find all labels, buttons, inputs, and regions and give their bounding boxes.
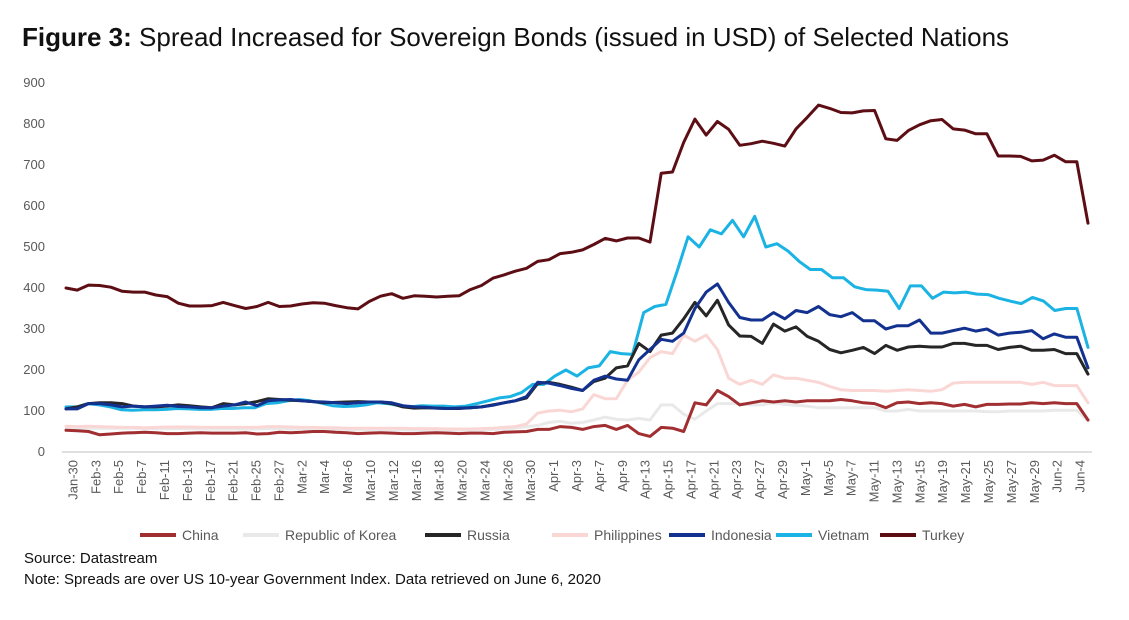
x-tick-label: May-25 <box>981 460 996 503</box>
x-tick-label: Apr-23 <box>729 460 744 499</box>
x-tick-label: Feb-7 <box>134 460 149 494</box>
x-tick-label: Mar-18 <box>432 460 447 501</box>
x-tick-label: May-15 <box>912 460 927 503</box>
x-tick-label: Feb-27 <box>271 460 286 501</box>
x-tick-label: May-27 <box>1004 460 1019 503</box>
x-tick-label: May-13 <box>889 460 904 503</box>
series-line-indonesia <box>64 282 1090 411</box>
x-tick-label: May-5 <box>821 460 836 496</box>
line-chart: 0 100 200 300 400 500 600 700 800 900 Jan-30 Feb-3… <box>23 75 1092 543</box>
y-tick-label: 100 <box>23 403 45 418</box>
x-tick-label: May-29 <box>1027 460 1042 503</box>
x-tick-label: Mar-10 <box>363 460 378 501</box>
x-tick-label: Mar-24 <box>477 460 492 501</box>
x-tick-label: Apr-7 <box>592 460 607 492</box>
x-tick-label: Jun-4 <box>1073 460 1088 493</box>
x-tick-label: Mar-12 <box>386 460 401 501</box>
legend-label: Republic of Korea <box>285 527 397 543</box>
legend-label: Turkey <box>922 527 964 543</box>
x-tick-label: Apr-27 <box>752 460 767 499</box>
series-line-russia <box>64 298 1090 411</box>
y-tick-label: 200 <box>23 362 45 377</box>
series-line-turkey <box>64 103 1090 311</box>
x-tick-label: May-1 <box>798 460 813 496</box>
x-tick-label: Mar-20 <box>455 460 470 501</box>
series-line-philippines <box>64 333 1090 431</box>
x-tick-label: May-19 <box>935 460 950 503</box>
x-tick-label: Mar-6 <box>340 460 355 494</box>
x-tick-label: May-7 <box>844 460 859 496</box>
x-tick-label: Mar-4 <box>317 460 332 494</box>
series-line-republic-of-korea <box>64 401 1090 432</box>
legend-label: Russia <box>467 527 510 543</box>
y-tick-label: 900 <box>23 75 45 90</box>
legend-label: Indonesia <box>711 527 772 543</box>
legend-label: Vietnam <box>818 527 869 543</box>
x-tick-label: Feb-21 <box>226 460 241 501</box>
x-tick-label: Jan-30 <box>65 460 80 500</box>
legend-label: Philippines <box>594 527 662 543</box>
series-lines <box>64 103 1090 438</box>
x-tick-label: Apr-13 <box>638 460 653 499</box>
y-tick-label: 0 <box>38 444 45 459</box>
x-tick-label: Apr-29 <box>775 460 790 499</box>
note-text: Note: Spreads are over US 10-year Govern… <box>24 571 601 588</box>
chart-notes: Source: Datastream Note: Spreads are ove… <box>24 548 601 590</box>
x-tick-label: Feb-3 <box>88 460 103 494</box>
x-tick-label: Mar-2 <box>294 460 309 494</box>
figure-title-text: Spread Increased for Sovereign Bonds (is… <box>139 22 1010 52</box>
legend-label: China <box>182 527 219 543</box>
y-tick-label: 500 <box>23 239 45 254</box>
y-tick-label: 600 <box>23 198 45 213</box>
x-tick-label: Mar-30 <box>523 460 538 501</box>
y-tick-label: 800 <box>23 116 45 131</box>
legend: China Republic of Korea Russia Philippines I… <box>140 527 964 543</box>
x-tick-label: Apr-17 <box>683 460 698 499</box>
x-tick-label: Apr-3 <box>569 460 584 492</box>
series-line-china <box>64 389 1090 438</box>
x-tick-label: Apr-1 <box>546 460 561 492</box>
x-tick-label: Feb-11 <box>157 460 172 500</box>
x-tick-label: Feb-17 <box>203 460 218 501</box>
x-tick-label: Apr-15 <box>661 460 676 499</box>
figure-label: Figure 3: <box>22 22 132 52</box>
x-tick-label: Apr-9 <box>615 460 630 492</box>
x-tick-label: Feb-5 <box>111 460 126 494</box>
y-tick-label: 300 <box>23 321 45 336</box>
x-tick-label: Mar-26 <box>500 460 515 501</box>
x-tick-label: Feb-13 <box>180 460 195 501</box>
x-tick-label: Jun-2 <box>1050 460 1065 493</box>
y-tick-label: 400 <box>23 280 45 295</box>
series-line-vietnam <box>64 214 1090 412</box>
figure-title: Figure 3: Spread Increased for Sovereign… <box>22 22 1009 53</box>
x-tick-label: Feb-25 <box>249 460 264 501</box>
y-axis: 0 100 200 300 400 500 600 700 800 900 <box>23 75 45 459</box>
x-tick-label: Apr-21 <box>706 460 721 499</box>
x-tick-label: May-21 <box>958 460 973 503</box>
y-tick-label: 700 <box>23 157 45 172</box>
x-tick-label: May-11 <box>867 460 882 502</box>
x-axis: Jan-30 Feb-3 Feb-5 Feb-7 Feb-11 Feb-13 Feb-17 F… <box>62 451 1092 503</box>
x-tick-label: Mar-16 <box>409 460 424 501</box>
source-text: Source: Datastream <box>24 550 158 567</box>
